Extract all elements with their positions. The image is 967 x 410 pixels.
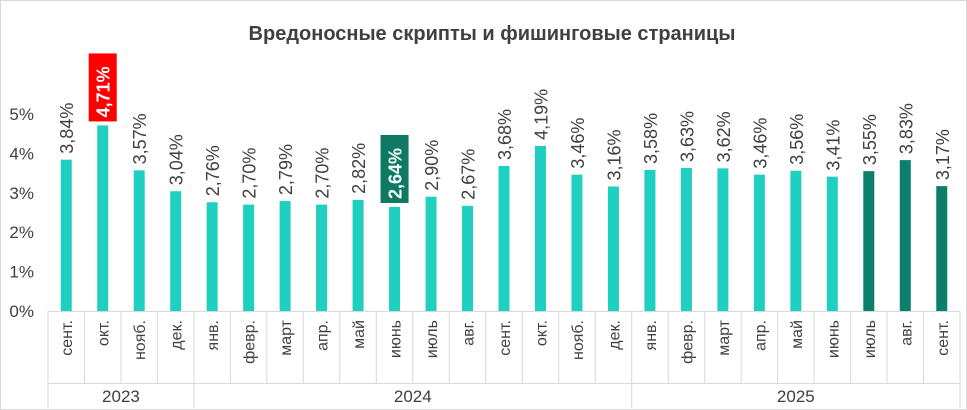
bar xyxy=(206,202,218,311)
y-tick-label: 5% xyxy=(9,105,34,124)
bar xyxy=(498,166,510,311)
x-tick-label: дек. xyxy=(606,320,623,350)
bar xyxy=(753,174,765,311)
year-label: 2023 xyxy=(102,387,140,406)
x-tick-label: янв. xyxy=(205,320,222,350)
data-label: 3,58% xyxy=(641,113,661,164)
bar xyxy=(534,145,546,311)
bar xyxy=(352,199,364,311)
x-tick-label: окт. xyxy=(533,320,550,346)
x-tick-label: июль xyxy=(424,320,441,358)
data-label: 2,70% xyxy=(240,148,260,199)
x-tick-label: дек. xyxy=(169,320,186,350)
data-label: 4,19% xyxy=(531,89,551,140)
x-tick-label: окт. xyxy=(96,320,113,346)
bar xyxy=(680,167,692,311)
bar xyxy=(826,176,838,311)
x-tick-label: май xyxy=(789,320,806,349)
bar xyxy=(60,159,72,311)
x-tick-label: сент. xyxy=(935,320,952,356)
data-label: 3,56% xyxy=(787,114,807,165)
x-tick-label: июль xyxy=(862,320,879,358)
x-tick-label: апр. xyxy=(315,320,332,351)
x-tick-label: янв. xyxy=(643,320,660,350)
bar xyxy=(243,204,255,311)
data-label: 3,16% xyxy=(604,129,624,180)
data-label: 2,79% xyxy=(276,144,296,195)
x-tick-label: сент. xyxy=(59,320,76,356)
x-tick-label: сент. xyxy=(497,320,514,356)
bar xyxy=(170,191,182,311)
data-label: 2,64% xyxy=(386,148,406,199)
bar xyxy=(462,205,474,311)
data-label: 3,63% xyxy=(677,111,697,162)
x-tick-label: март xyxy=(278,319,295,355)
bar xyxy=(607,186,619,311)
bar xyxy=(936,186,948,311)
data-label: 2,67% xyxy=(459,149,479,200)
x-tick-label: авг. xyxy=(898,320,915,346)
chart-title: Вредоносные скрипты и фишинговые страниц… xyxy=(249,23,736,45)
x-tick-label: март xyxy=(716,319,733,355)
y-tick-label: 1% xyxy=(9,263,34,282)
y-tick-label: 0% xyxy=(9,302,34,321)
x-tick-label: май xyxy=(351,320,368,349)
bar xyxy=(644,169,656,311)
data-label: 2,70% xyxy=(313,148,333,199)
data-label: 3,17% xyxy=(933,129,953,180)
bar xyxy=(790,170,802,311)
bar xyxy=(425,196,437,311)
data-label: 3,68% xyxy=(495,109,515,160)
year-label: 2025 xyxy=(777,387,815,406)
x-tick-label: авг. xyxy=(461,320,478,346)
x-tick-label: нояб. xyxy=(132,320,149,360)
bar xyxy=(279,201,291,311)
y-tick-label: 4% xyxy=(9,144,34,163)
bar xyxy=(316,204,328,311)
data-label: 3,04% xyxy=(167,134,187,185)
bar xyxy=(97,125,109,312)
data-label: 2,90% xyxy=(422,140,442,191)
bar xyxy=(389,206,401,311)
data-label: 3,46% xyxy=(568,118,588,169)
x-tick-label: февр. xyxy=(679,320,696,364)
x-tick-label: февр. xyxy=(242,320,259,364)
bar xyxy=(899,160,911,311)
max-label-box xyxy=(88,53,117,122)
min-label-box xyxy=(380,134,409,203)
data-label: 3,55% xyxy=(860,114,880,165)
data-label: 2,82% xyxy=(349,143,369,194)
bar xyxy=(717,168,729,311)
y-tick-label: 2% xyxy=(9,223,34,242)
bar xyxy=(571,174,583,311)
data-label: 4,71% xyxy=(94,66,114,117)
data-label: 3,62% xyxy=(714,111,734,162)
x-tick-label: июнь xyxy=(388,320,405,358)
x-tick-label: апр. xyxy=(752,320,769,351)
data-label: 3,84% xyxy=(57,103,77,154)
year-label: 2024 xyxy=(394,387,432,406)
data-label: 2,76% xyxy=(203,145,223,196)
data-label: 3,83% xyxy=(896,103,916,154)
data-label: 3,57% xyxy=(130,113,150,164)
x-tick-label: июнь xyxy=(825,320,842,358)
y-tick-label: 3% xyxy=(9,184,34,203)
data-label: 3,41% xyxy=(823,120,843,171)
bar xyxy=(133,170,145,311)
data-label: 3,46% xyxy=(750,118,770,169)
x-tick-label: нояб. xyxy=(570,320,587,360)
bar xyxy=(863,171,875,311)
